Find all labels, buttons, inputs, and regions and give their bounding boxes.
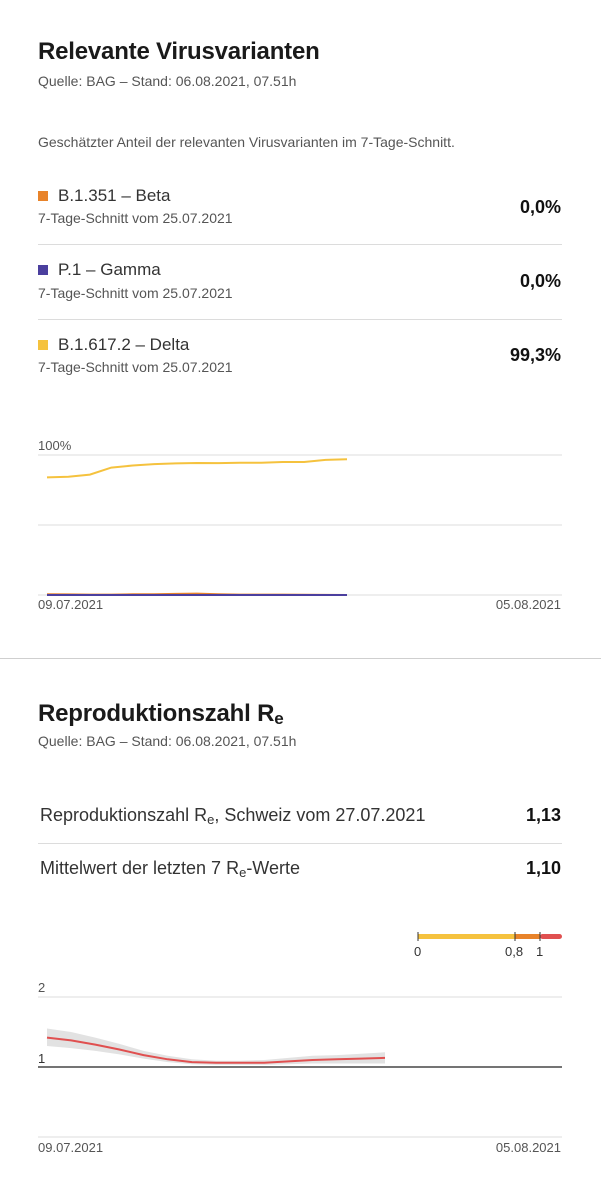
re-current-value: 1,13 xyxy=(525,805,561,825)
section2-title-text: Reproduktionszahl R xyxy=(38,700,275,727)
divider xyxy=(38,244,562,245)
re-label-text: Reproduktionszahl R xyxy=(40,805,208,825)
section2-title-subscript: e xyxy=(274,709,284,728)
re-label-subscript: e xyxy=(207,812,215,827)
re-mean-value: 1,10 xyxy=(525,858,561,878)
variant-delta-sub: 7-Tage-Schnitt vom 25.07.2021 xyxy=(38,359,233,375)
re-label-text-b: , Schweiz vom 27.07.2021 xyxy=(214,805,426,825)
re-mean-label-text: Mittelwert der letzten 7 R xyxy=(40,858,240,878)
legend-swatch-beta xyxy=(38,191,48,201)
section1-description: Geschätzter Anteil der relevanten Virusv… xyxy=(38,134,455,150)
y-tick-label-2: 2 xyxy=(38,980,45,995)
re-chart: 2 1 xyxy=(38,980,562,1138)
variant-share-chart: 100% xyxy=(38,438,562,596)
legend-swatch-gamma xyxy=(38,265,48,275)
y-tick-label-top: 100% xyxy=(38,438,72,453)
variant-gamma-name: P.1 – Gamma xyxy=(38,260,161,280)
legend-swatch-delta xyxy=(38,340,48,350)
variant-label: P.1 – Gamma xyxy=(58,260,161,279)
divider xyxy=(38,843,562,844)
re-series-line xyxy=(46,1036,386,1064)
scale-tick-label-1: 1 xyxy=(536,944,543,959)
scale-tick-label-08: 0,8 xyxy=(505,944,523,959)
section1-source: Quelle: BAG – Stand: 06.08.2021, 07.51h xyxy=(38,73,297,89)
confidence-band xyxy=(47,1028,385,1065)
re-color-scale: 0 0,8 1 xyxy=(414,932,562,959)
series-line-B.1.617.2 – Delta xyxy=(46,458,348,479)
variant-beta-value: 0,0% xyxy=(519,197,561,217)
variant-delta-value: 99,3% xyxy=(509,345,561,365)
section-divider xyxy=(0,658,601,659)
scale-mid xyxy=(515,934,540,939)
chart1-x-start-label: 09.07.2021 xyxy=(38,597,104,612)
y-tick-label-1: 1 xyxy=(38,1051,45,1066)
chart2-x-start-label: 09.07.2021 xyxy=(38,1140,104,1155)
section2-source: Quelle: BAG – Stand: 06.08.2021, 07.51h xyxy=(38,733,297,749)
scale-high xyxy=(540,934,562,939)
divider xyxy=(38,319,562,320)
re-current-label: Reproduktionszahl Re, Schweiz vom 27.07.… xyxy=(40,805,425,827)
re-mean-label-subscript: e xyxy=(239,865,247,880)
scale-low xyxy=(418,934,515,939)
section2-title: Reproduktionszahl Re xyxy=(38,700,284,729)
section1-title: Relevante Virusvarianten xyxy=(38,38,320,65)
variant-gamma-sub: 7-Tage-Schnitt vom 25.07.2021 xyxy=(38,285,233,301)
variant-label: B.1.351 – Beta xyxy=(58,186,171,205)
variant-gamma-value: 0,0% xyxy=(519,271,561,291)
variant-delta-name: B.1.617.2 – Delta xyxy=(38,335,189,355)
variant-beta-name: B.1.351 – Beta xyxy=(38,186,170,206)
re-mean-label: Mittelwert der letzten 7 Re-Werte xyxy=(40,858,300,880)
re-mean-label-text-b: -Werte xyxy=(246,858,300,878)
variant-label: B.1.617.2 – Delta xyxy=(58,335,190,354)
scale-tick-label-0: 0 xyxy=(414,944,421,959)
chart1-x-end-label: 05.08.2021 xyxy=(495,597,561,612)
variant-beta-sub: 7-Tage-Schnitt vom 25.07.2021 xyxy=(38,210,233,226)
chart2-x-end-label: 05.08.2021 xyxy=(495,1140,561,1155)
